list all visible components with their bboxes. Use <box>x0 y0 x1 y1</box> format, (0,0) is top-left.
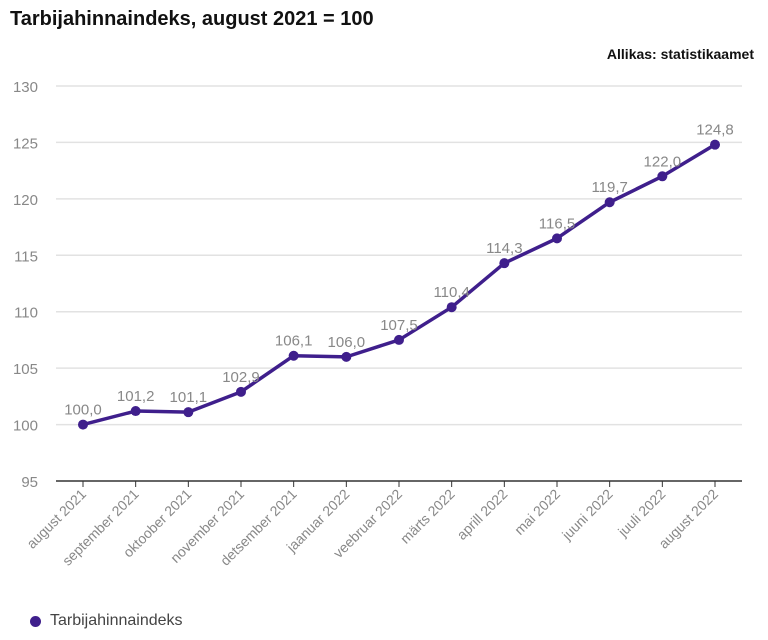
data-point <box>341 351 352 362</box>
y-tick-label: 95 <box>21 474 38 491</box>
data-label: 114,3 <box>486 240 522 257</box>
data-label: 122,0 <box>644 153 682 170</box>
data-point <box>288 350 299 361</box>
x-tick-label: juuli 2022 <box>614 486 669 541</box>
y-tick-label: 115 <box>14 248 38 265</box>
source-note: Allikas: statistikaamet <box>606 46 754 62</box>
data-point <box>130 406 141 417</box>
x-tick-label: mai 2022 <box>511 486 563 538</box>
data-label: 124,8 <box>696 122 734 139</box>
y-tick-label: 130 <box>13 79 38 96</box>
x-tick-label: märts 2022 <box>397 486 458 547</box>
data-point <box>657 171 668 182</box>
data-label: 101,1 <box>170 389 208 406</box>
data-point <box>499 258 510 269</box>
y-tick-label: 120 <box>13 192 38 209</box>
data-label: 107,5 <box>380 317 418 334</box>
data-point <box>604 197 615 208</box>
data-point <box>78 419 88 430</box>
data-point <box>236 386 246 397</box>
y-tick-label: 100 <box>13 418 38 435</box>
data-point <box>394 334 404 345</box>
data-label: 101,2 <box>117 388 155 405</box>
data-label: 106,0 <box>328 334 366 351</box>
legend: Tarbijahinnaindeks <box>30 612 183 630</box>
chart-title: Tarbijahinnaindeks, august 2021 = 100 <box>10 8 374 30</box>
data-point <box>446 302 457 313</box>
y-tick-label: 125 <box>13 135 38 152</box>
y-tick-label: 105 <box>13 361 38 378</box>
legend-label: Tarbijahinnaindeks <box>50 612 183 629</box>
data-point <box>183 407 194 418</box>
data-point <box>710 139 720 150</box>
legend-marker-icon <box>30 615 41 627</box>
x-tick-label: juuni 2022 <box>558 486 616 544</box>
data-label: 110,4 <box>433 284 469 301</box>
data-label: 119,7 <box>591 179 627 196</box>
data-label: 100,0 <box>64 402 102 419</box>
y-tick-label: 110 <box>14 305 38 322</box>
data-point <box>552 233 562 244</box>
data-label: 102,9 <box>222 369 260 386</box>
x-tick-label: aprill 2022 <box>453 486 510 543</box>
data-label: 106,1 <box>275 333 313 350</box>
data-label: 116,5 <box>539 215 575 232</box>
